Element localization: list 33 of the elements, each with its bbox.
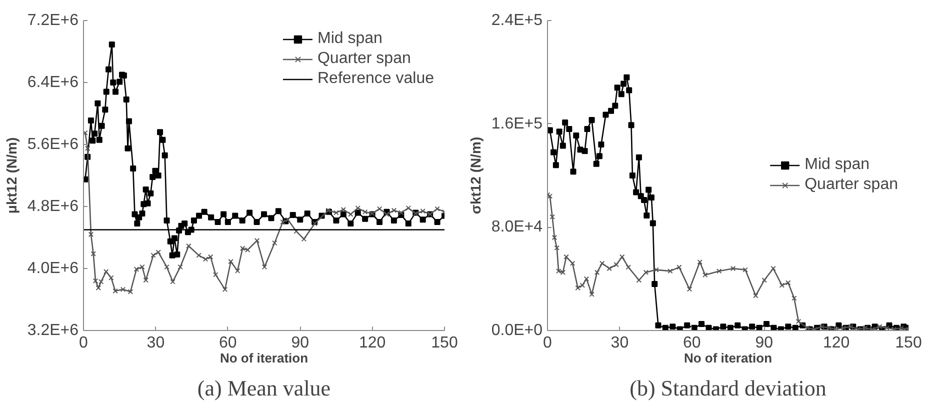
legend-label: Reference value — [317, 70, 434, 88]
legend-label: Quarter span — [317, 50, 411, 68]
x-tick-label: 0 — [543, 334, 552, 352]
y-tick-label: 8.0E+4 — [491, 218, 543, 236]
x-tick-label: 90 — [755, 334, 774, 352]
text: (a) Mean value — [197, 376, 331, 400]
x-tick-label: 150 — [431, 334, 458, 352]
legend-label: Mid span — [317, 30, 382, 48]
y-axis-title: μkt12 (N/m) — [3, 137, 20, 214]
x-axis-title: No of iteration — [220, 350, 308, 366]
x-tick-label: 120 — [822, 334, 850, 352]
x-axis-title: No of iteration — [684, 350, 772, 366]
y-tick-label: 1.6E+5 — [491, 115, 543, 132]
y-axis-title: σkt12 (N/m) — [467, 136, 484, 214]
y-tick-label: 4.8E+6 — [27, 198, 79, 215]
y-tick-label: 3.2E+6 — [27, 322, 79, 339]
y-tick-label: 4.0E+6 — [27, 260, 79, 277]
y-tick-label: 7.2E+6 — [27, 12, 79, 29]
y-tick-label: 2.4E+5 — [491, 12, 543, 29]
y-tick-label: 6.4E+6 — [27, 74, 79, 91]
x-tick-label: 60 — [683, 334, 701, 352]
x-tick-label: 30 — [610, 334, 629, 352]
legend-label: Quarter span — [804, 176, 898, 194]
x-tick-label: 30 — [146, 334, 165, 352]
y-tick-label: 0.0E+0 — [491, 322, 543, 339]
x-tick-label: 120 — [358, 334, 386, 352]
text: (b) Standard deviation — [630, 376, 826, 400]
x-tick-label: 60 — [219, 334, 237, 352]
legend-label: Mid span — [804, 156, 870, 174]
y-tick-label: 5.6E+6 — [27, 136, 79, 153]
x-tick-label: 90 — [291, 334, 310, 352]
x-tick-label: 150 — [895, 334, 922, 352]
x-tick-label: 0 — [79, 334, 88, 352]
